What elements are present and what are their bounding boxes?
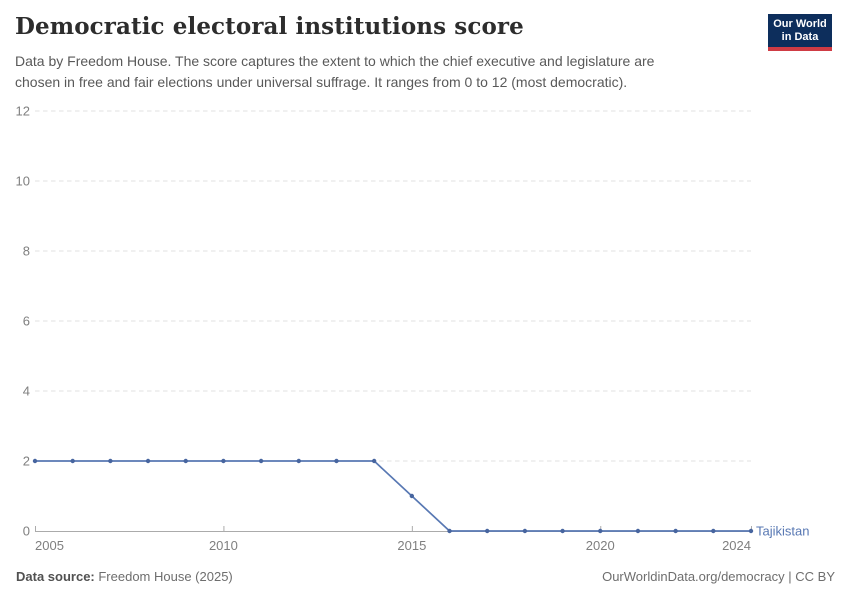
y-axis-label: 2 bbox=[23, 454, 30, 469]
attribution-note: OurWorldinData.org/democracy | CC BY bbox=[602, 569, 835, 584]
chart-subtitle: Data by Freedom House. The score capture… bbox=[15, 51, 654, 93]
data-point[interactable] bbox=[522, 528, 528, 534]
page-title: Democratic electoral institutions score bbox=[15, 13, 524, 40]
data-point[interactable] bbox=[635, 528, 641, 534]
x-axis-label: 2024 bbox=[722, 538, 751, 553]
series-label-tajikistan[interactable]: Tajikistan bbox=[756, 524, 809, 539]
y-axis-label: 4 bbox=[23, 384, 30, 399]
series-line-tajikistan[interactable] bbox=[34, 460, 752, 532]
x-axis-label: 2020 bbox=[586, 538, 615, 553]
y-axis-label: 8 bbox=[23, 244, 30, 259]
data-point[interactable] bbox=[748, 528, 754, 534]
license-label: | CC BY bbox=[784, 569, 835, 584]
x-axis-label: 2005 bbox=[35, 538, 64, 553]
data-point[interactable] bbox=[560, 528, 565, 534]
owid-logo[interactable]: Our World in Data bbox=[768, 14, 832, 51]
y-axis-label: 0 bbox=[23, 524, 30, 539]
x-axis-label: 2010 bbox=[209, 538, 238, 553]
data-point[interactable] bbox=[334, 458, 339, 464]
data-point[interactable] bbox=[673, 528, 678, 534]
owid-logo-line-1: Our World bbox=[773, 18, 827, 30]
y-axis-label: 6 bbox=[23, 314, 30, 329]
data-point[interactable] bbox=[183, 458, 188, 464]
data-point[interactable] bbox=[296, 458, 301, 464]
data-point[interactable] bbox=[32, 458, 38, 464]
data-point[interactable] bbox=[145, 458, 151, 464]
data-source-value: Freedom House (2025) bbox=[94, 569, 233, 584]
owid-url-link[interactable]: OurWorldinData.org/democracy bbox=[602, 569, 785, 584]
data-point[interactable] bbox=[108, 458, 113, 464]
data-point[interactable] bbox=[409, 493, 415, 499]
data-point[interactable] bbox=[70, 458, 75, 464]
data-source-label: Data source: bbox=[16, 569, 95, 584]
data-point[interactable] bbox=[221, 458, 226, 464]
subtitle-line-1: Data by Freedom House. The score capture… bbox=[15, 53, 655, 69]
y-axis-label: 10 bbox=[16, 174, 30, 189]
data-point[interactable] bbox=[711, 528, 716, 534]
subtitle-line-2: chosen in free and fair elections under … bbox=[15, 74, 628, 90]
x-axis-label: 2015 bbox=[397, 538, 426, 553]
data-point[interactable] bbox=[371, 458, 377, 464]
data-point[interactable] bbox=[598, 528, 603, 534]
data-point[interactable] bbox=[447, 528, 452, 534]
owid-logo-line-2: in Data bbox=[781, 31, 819, 43]
data-source-note: Data source: Freedom House (2025) bbox=[16, 569, 233, 584]
data-point[interactable] bbox=[485, 528, 490, 534]
data-point[interactable] bbox=[258, 458, 264, 464]
y-axis-label: 12 bbox=[16, 104, 30, 119]
